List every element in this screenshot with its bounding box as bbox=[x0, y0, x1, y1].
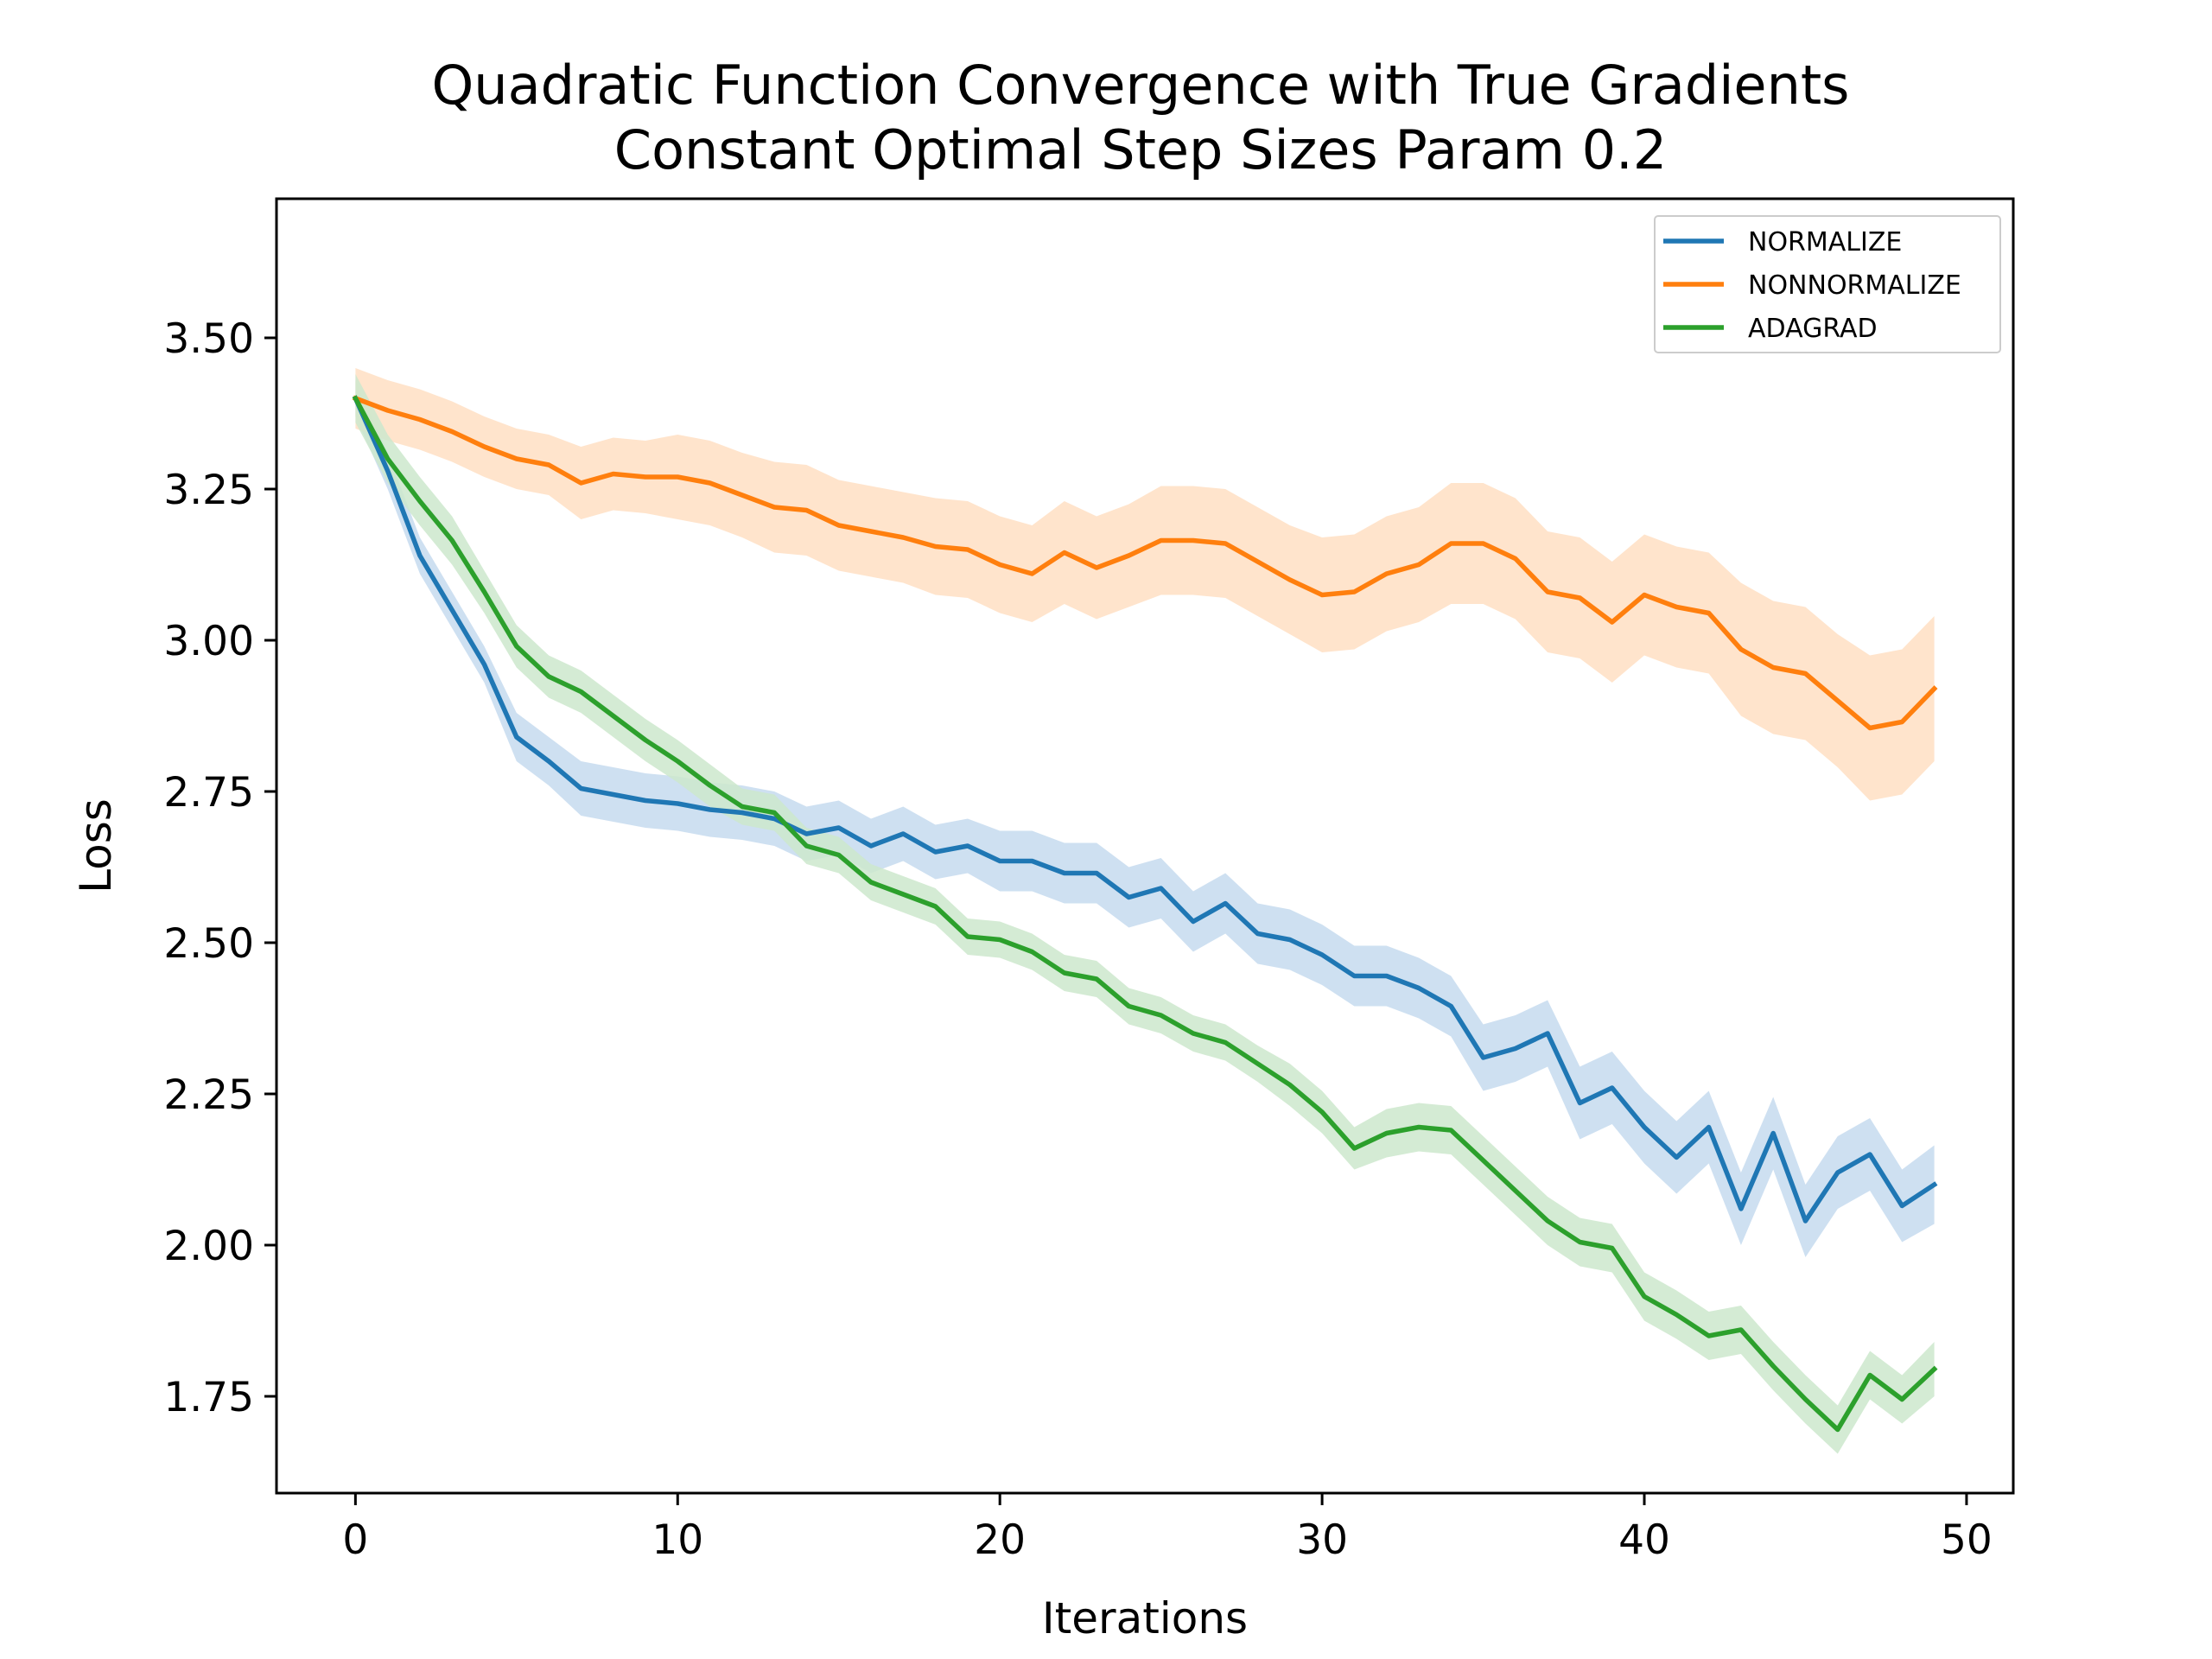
y-tick-label: 3.25 bbox=[163, 467, 254, 514]
legend: NORMALIZE NONNORMALIZE ADAGRAD bbox=[1654, 215, 2001, 353]
line-adagrad bbox=[352, 395, 1938, 1433]
y-axis: 1.75 2.00 2.25 2.50 2.75 3.00 3.25 3.50 bbox=[163, 315, 276, 1421]
y-axis-label: Loss bbox=[71, 798, 121, 893]
confidence-bands bbox=[355, 368, 1935, 1454]
band-adagrad bbox=[355, 374, 1935, 1454]
legend-label-nonnormalize: NONNORMALIZE bbox=[1748, 270, 1961, 301]
plot-frame bbox=[275, 197, 2015, 1495]
line-nonnormalize bbox=[352, 395, 1938, 731]
x-tick-label: 30 bbox=[1296, 1516, 1348, 1564]
x-axis-label: Iterations bbox=[1042, 1593, 1248, 1643]
y-tick-label: 2.25 bbox=[163, 1071, 254, 1119]
x-tick-label: 40 bbox=[1618, 1516, 1670, 1564]
chart-title: Quadratic Function Convergence with True… bbox=[432, 54, 1850, 117]
y-tick-label: 3.00 bbox=[163, 618, 254, 665]
x-tick-label: 10 bbox=[652, 1516, 703, 1564]
x-tick-label: 20 bbox=[974, 1516, 1026, 1564]
legend-label-normalize: NORMALIZE bbox=[1748, 227, 1902, 257]
y-tick-label: 3.50 bbox=[163, 315, 254, 363]
series-lines bbox=[352, 395, 1938, 1433]
y-tick-label: 2.00 bbox=[163, 1223, 254, 1270]
y-tick-label: 1.75 bbox=[163, 1374, 254, 1421]
band-nonnormalize bbox=[355, 368, 1935, 801]
legend-label-adagrad: ADAGRAD bbox=[1748, 314, 1878, 344]
x-tick-label: 50 bbox=[1941, 1516, 1993, 1564]
x-tick-label: 0 bbox=[342, 1516, 368, 1564]
chart-subtitle: Constant Optimal Step Sizes Param 0.2 bbox=[614, 118, 1667, 181]
line-normalize bbox=[352, 395, 1938, 1224]
y-tick-label: 2.75 bbox=[163, 769, 254, 817]
x-axis: 0 10 20 30 40 50 bbox=[342, 1493, 1993, 1564]
legend-frame bbox=[1654, 215, 2001, 353]
y-tick-label: 2.50 bbox=[163, 920, 254, 968]
